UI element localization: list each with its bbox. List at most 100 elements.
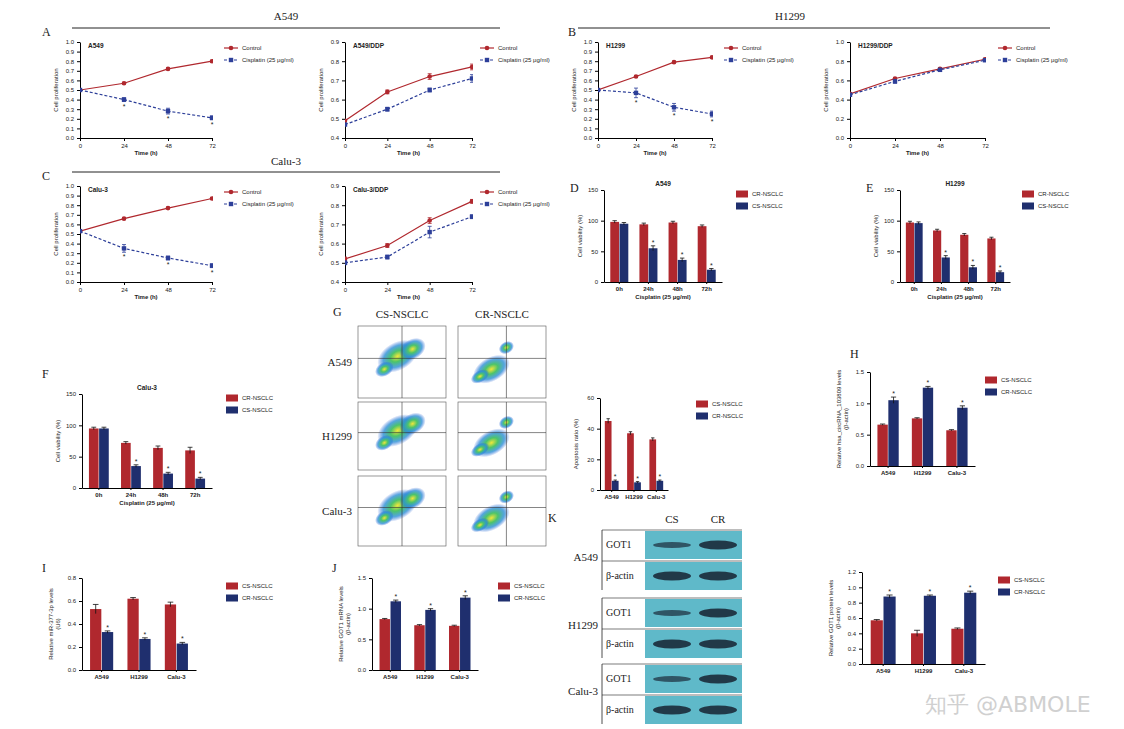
x-axis: A549H1299Calu-3 xyxy=(871,466,976,476)
legend: CS-NSCLCCR-NSCLC xyxy=(498,583,546,602)
tick-label: 0.0 xyxy=(68,667,77,673)
tick-mark xyxy=(859,664,862,665)
tick-mark xyxy=(342,100,345,101)
axis-line xyxy=(81,282,213,283)
error-cap xyxy=(606,418,609,419)
y-axis: 0.00.20.40.60.8 xyxy=(68,575,83,673)
legend-label: Control xyxy=(742,45,761,51)
tick-label: 0.5 xyxy=(331,260,340,266)
marker xyxy=(983,58,986,62)
error-line xyxy=(893,397,894,403)
tick-label: 50 xyxy=(591,249,598,255)
panel-label: J xyxy=(332,561,337,575)
significance: * xyxy=(999,264,1002,271)
axis-line xyxy=(80,187,81,283)
tick-mark xyxy=(79,670,82,671)
tick-mark xyxy=(130,488,131,490)
error-bar xyxy=(417,625,422,626)
tick-mark xyxy=(867,403,870,404)
error-cap xyxy=(470,82,473,83)
y-axis: 050100150 xyxy=(588,187,605,285)
bar xyxy=(649,248,658,282)
marker xyxy=(166,206,171,211)
tick: 0 xyxy=(591,487,600,493)
bar xyxy=(605,421,612,490)
tick: 0.4 xyxy=(836,97,850,103)
tick-mark xyxy=(956,466,957,468)
marker xyxy=(427,230,431,234)
x-axis-title: Time (h) xyxy=(134,150,157,156)
tick-label: A549 xyxy=(876,668,891,674)
tick-label: 0.8 xyxy=(68,575,77,581)
legend-marker xyxy=(1003,58,1007,62)
significance: * xyxy=(199,470,202,477)
tick-mark xyxy=(595,42,598,43)
error-line xyxy=(157,446,158,450)
tick-label: 24 xyxy=(633,143,640,149)
band-label: β-actin xyxy=(606,570,634,581)
tick: 0.1 xyxy=(584,126,598,132)
error-line xyxy=(682,258,683,262)
marker xyxy=(166,67,171,72)
bar-chart: A549H1299Calu-30204060***Apoptosis ratio… xyxy=(573,395,744,500)
tick: 0 xyxy=(849,138,853,149)
bar-chart: 0h24h48h72h050100150***A549Cisplatin (25… xyxy=(577,180,784,300)
error-cap xyxy=(123,441,128,442)
bar xyxy=(883,597,895,664)
error-bar xyxy=(917,222,921,224)
error-bar xyxy=(908,221,912,223)
significance: * xyxy=(394,593,397,600)
plot-area xyxy=(877,386,967,466)
tick-mark xyxy=(712,138,713,141)
marker xyxy=(166,109,170,113)
y-axis-title: (β-actin) xyxy=(345,613,351,635)
error-cap xyxy=(651,437,654,438)
error-line xyxy=(970,591,971,594)
tick-mark xyxy=(595,61,598,62)
flow-density xyxy=(468,515,491,535)
panel-label: I xyxy=(42,561,46,575)
error-bar xyxy=(962,234,966,236)
x-axis: A549H1299Calu-3 xyxy=(83,670,197,680)
tick-label: 0.0 xyxy=(66,135,75,141)
tick: 48 xyxy=(937,138,944,149)
marker xyxy=(598,88,600,93)
tick-label: 1.5 xyxy=(856,369,865,375)
legend-swatch xyxy=(736,203,748,210)
flow-density xyxy=(395,408,429,439)
y-axis-title: Relative miR-377-3p levels xyxy=(48,588,54,660)
tick-mark xyxy=(212,138,213,141)
axis-line xyxy=(604,191,605,283)
y-axis-title: Cell proliferation xyxy=(53,68,59,111)
bar xyxy=(678,260,687,282)
tick-mark xyxy=(888,466,889,468)
legend-label: CR-NSCLC xyxy=(752,191,784,197)
tick: 0.6 xyxy=(66,78,80,84)
tick-label: 48h xyxy=(672,286,683,292)
legend-label: CS-NSCLC xyxy=(1001,377,1032,383)
tick-mark xyxy=(985,138,986,141)
bar xyxy=(102,632,113,670)
error-cap xyxy=(470,69,473,70)
tick: 0.8 xyxy=(68,575,82,581)
tick-label: Calu-3 xyxy=(167,674,186,680)
tick-mark xyxy=(897,221,900,222)
significance: * xyxy=(464,589,467,596)
band-separator xyxy=(602,664,742,665)
tick-label: 0.2 xyxy=(848,646,857,652)
error-bar xyxy=(452,625,457,626)
tick-label: 72 xyxy=(709,143,716,149)
tick: 0.2 xyxy=(848,646,862,652)
tick-label: Calu-3 xyxy=(948,470,967,476)
lane-label: CS xyxy=(665,513,678,525)
significance: * xyxy=(636,475,639,482)
tick-label: Calu-3 xyxy=(647,494,666,500)
tick-mark xyxy=(883,664,884,666)
error-cap xyxy=(168,602,174,603)
series-line xyxy=(850,60,985,95)
marker xyxy=(938,67,943,72)
error-cap xyxy=(470,74,473,75)
error-line xyxy=(465,596,466,600)
error-cap xyxy=(130,597,136,598)
flow-frame xyxy=(458,476,546,546)
